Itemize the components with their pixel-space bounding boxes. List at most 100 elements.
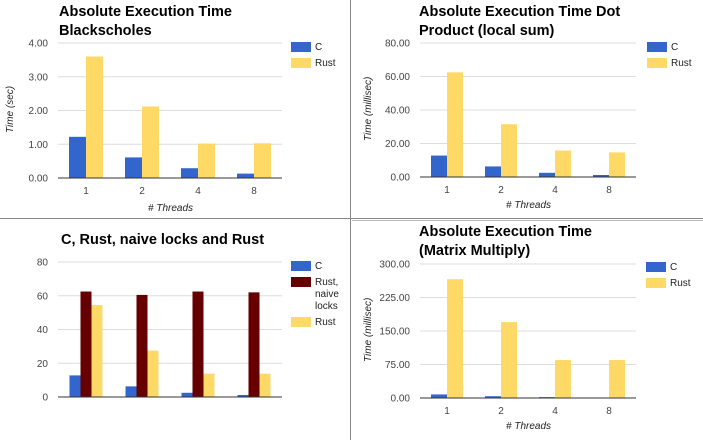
legend-item: Rust xyxy=(291,317,347,329)
bar xyxy=(555,150,571,177)
legend-swatch-rust xyxy=(647,58,667,68)
panel-divider-horizontal xyxy=(352,220,703,221)
y-tick-label: 1.00 xyxy=(29,140,49,151)
x-tick-label: 4 xyxy=(195,186,201,197)
y-tick-label: 4.00 xyxy=(29,39,49,50)
y-tick-label: 2.00 xyxy=(29,106,49,117)
y-axis-label: Time (sec) xyxy=(5,85,16,133)
bar xyxy=(136,294,148,397)
legend-label: Rust xyxy=(670,278,691,289)
panel-divider-vertical xyxy=(350,0,351,440)
chart-panel-blackscholes: 0.00 1.00 2.00 3.00 4.00 1 2 4 8 Absolute Execut… xyxy=(0,0,350,218)
x-tick-label: 1 xyxy=(444,185,450,196)
bar xyxy=(254,143,271,178)
y-axis-label: Time (millisec) xyxy=(363,76,374,141)
bar xyxy=(237,173,254,178)
legend-swatch-rust xyxy=(291,58,311,68)
legend-item: C xyxy=(291,42,336,54)
bar xyxy=(181,392,193,397)
y-tick-label: 20.00 xyxy=(385,139,410,150)
bar xyxy=(192,291,204,397)
legend-swatch-c xyxy=(291,261,311,271)
chart-title: Absolute Execution Time (Matrix Multiply… xyxy=(419,224,592,259)
x-tick-label: 2 xyxy=(498,185,504,196)
bar xyxy=(593,174,609,177)
x-axis-label: # Threads xyxy=(506,200,552,211)
legend-label: Rust xyxy=(315,317,336,328)
y-tick-label: 0.00 xyxy=(29,174,49,185)
bar xyxy=(147,350,159,397)
chart-legend: C Rust xyxy=(646,262,691,294)
legend-item: Rust, naive locks xyxy=(291,277,347,313)
legend-item: Rust xyxy=(646,278,691,290)
chart-plot-area: 0.00 1.00 2.00 3.00 4.00 1 2 4 8 xyxy=(29,39,282,197)
bar xyxy=(447,279,463,398)
legend-label: C xyxy=(315,261,323,272)
bar xyxy=(539,172,555,177)
x-tick-label: 1 xyxy=(444,406,450,417)
bar xyxy=(485,396,501,398)
y-tick-label: 40.00 xyxy=(385,106,410,117)
legend-swatch-rust xyxy=(291,317,311,327)
y-tick-label: 0.00 xyxy=(391,394,411,405)
legend-swatch-c xyxy=(646,262,666,272)
bar xyxy=(69,136,86,178)
x-tick-label: 8 xyxy=(251,186,257,197)
y-tick-label: 225.00 xyxy=(379,293,410,304)
chart-legend: C Rust xyxy=(291,42,336,74)
bar xyxy=(259,373,271,397)
y-tick-label: 40 xyxy=(37,325,49,336)
bar xyxy=(125,157,142,178)
bar xyxy=(555,360,571,398)
y-tick-label: 80 xyxy=(37,258,49,269)
bar xyxy=(181,168,198,178)
y-tick-label: 150.00 xyxy=(379,327,410,338)
y-tick-label: 3.00 xyxy=(29,72,49,83)
chart-panel-dot-product: 0.00 20.00 40.00 60.00 80.00 1 2 4 8 Absolute Ex… xyxy=(352,0,703,218)
bar xyxy=(125,386,137,397)
y-tick-label: 0.00 xyxy=(391,173,411,184)
legend-label: C xyxy=(671,42,679,53)
legend-item: C xyxy=(647,42,692,54)
y-tick-label: 20 xyxy=(37,359,49,370)
bar xyxy=(501,124,517,177)
chart-plot-area: 0 20 40 60 80 xyxy=(37,258,282,404)
x-tick-label: 4 xyxy=(552,406,558,417)
legend-item: C xyxy=(646,262,691,274)
bar xyxy=(609,360,625,398)
bar xyxy=(142,106,159,178)
chart-legend: C Rust xyxy=(647,42,692,74)
bar xyxy=(501,322,517,398)
x-tick-label: 4 xyxy=(552,185,558,196)
legend-label: Rust xyxy=(315,58,336,69)
chart-plot-area: 0.00 75.00 150.00 225.00 300.00 1 2 4 8 xyxy=(379,260,636,417)
bar xyxy=(248,292,260,397)
chart-title: C, Rust, naive locks and Rust xyxy=(61,232,265,248)
y-tick-label: 300.00 xyxy=(379,260,410,271)
panel-divider-horizontal xyxy=(0,218,703,219)
legend-label: Rust, naive locks xyxy=(315,277,339,312)
x-tick-label: 8 xyxy=(606,406,612,417)
x-axis-label: # Threads xyxy=(148,203,194,214)
chart-title: Absolute Execution Time Blackscholes xyxy=(59,4,232,39)
chart-panel-naive-locks: 0 20 40 60 80 C, Rust, naive locks and Rust … xyxy=(0,220,350,440)
x-tick-label: 2 xyxy=(498,406,504,417)
bar xyxy=(198,143,215,178)
bar xyxy=(431,155,447,177)
bar xyxy=(485,166,501,177)
chart-legend: C Rust, naive locks Rust xyxy=(291,261,347,333)
bar xyxy=(91,305,103,397)
y-tick-label: 75.00 xyxy=(385,360,410,371)
x-tick-label: 8 xyxy=(606,185,612,196)
legend-item: Rust xyxy=(647,58,692,70)
legend-swatch-c xyxy=(647,42,667,52)
y-axis-label: Time (millisec) xyxy=(363,297,374,362)
legend-item: C xyxy=(291,261,347,273)
chart-panel-matrix-multiply: 0.00 75.00 150.00 225.00 300.00 1 2 4 8 Absolute… xyxy=(352,220,703,440)
y-tick-label: 60 xyxy=(37,291,49,302)
legend-label: Rust xyxy=(671,58,692,69)
bar xyxy=(609,152,625,177)
legend-label: C xyxy=(670,262,678,273)
x-tick-label: 2 xyxy=(139,186,145,197)
bar xyxy=(237,394,249,397)
